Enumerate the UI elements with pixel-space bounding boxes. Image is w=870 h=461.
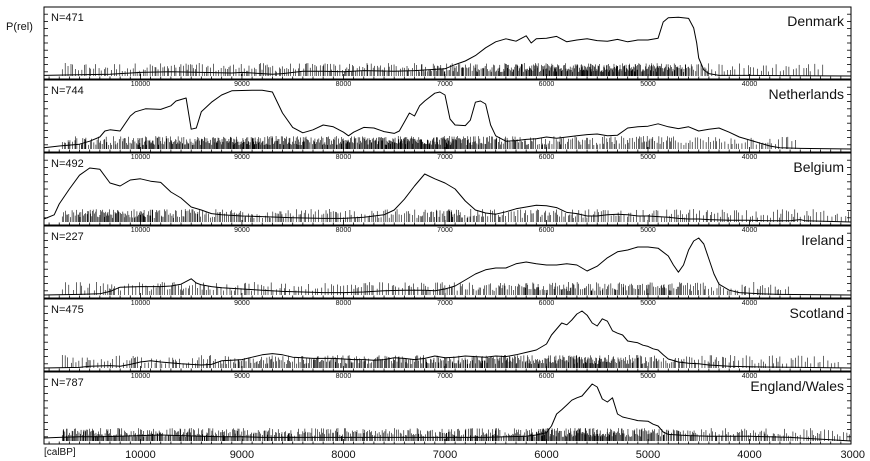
- inner-tick-label: 4000: [742, 227, 758, 234]
- inner-tick-label: 6000: [539, 227, 555, 234]
- bottom-tick-label: 6000: [534, 449, 558, 461]
- bottom-tick-label: 8000: [331, 449, 355, 461]
- panel-frame: [43, 225, 852, 299]
- inner-tick-label: 7000: [437, 300, 453, 307]
- inner-tick-label: 10000: [131, 227, 151, 234]
- inner-tick-label: 8000: [336, 300, 352, 307]
- panel-netherlands: N=744 Netherlands 10000 9000 8000 7000 6000 500…: [43, 79, 852, 161]
- bottom-tick-label: 9000: [230, 449, 254, 461]
- country-label: Denmark: [787, 13, 845, 29]
- inner-tick-label: 8000: [336, 154, 352, 161]
- inner-tick-label: 5000: [640, 227, 656, 234]
- bottom-x-axis: 10000 9000 8000 7000 6000 5000 4000 3000: [125, 449, 865, 461]
- panel-belgium: N=492 Belgium 10000 9000 8000 7000 6000 5000 400…: [43, 152, 852, 234]
- inner-tick-label: 4000: [742, 81, 758, 88]
- inner-tick-label: 5000: [640, 154, 656, 161]
- panel-england-wales: N=787 England/Wales: [43, 371, 852, 445]
- probability-curve: [43, 237, 852, 296]
- inner-tick-label: 7000: [437, 154, 453, 161]
- probability-curve: [43, 310, 852, 369]
- bottom-tick-label: 4000: [737, 449, 761, 461]
- inner-tick-label: 8000: [336, 373, 352, 380]
- sample-size-label: N=475: [51, 304, 84, 316]
- panel-scotland: N=475 Scotland 10000 9000 8000 7000 6000 5000 40…: [43, 298, 852, 380]
- bottom-tick-label: 10000: [125, 449, 156, 461]
- sample-size-label: N=787: [51, 377, 84, 389]
- inner-tick-label: 5000: [640, 373, 656, 380]
- sample-size-label: N=744: [51, 85, 84, 97]
- inner-tick-label: 6000: [539, 154, 555, 161]
- sample-size-label: N=471: [51, 12, 84, 24]
- country-label: Ireland: [801, 232, 844, 248]
- probability-curve: [43, 89, 852, 150]
- bottom-tick-label: 3000: [841, 449, 865, 461]
- panel-frame: [43, 371, 852, 445]
- inner-tick-label: 7000: [437, 81, 453, 88]
- panel-frame: [43, 152, 852, 226]
- inner-tick-label: 10000: [131, 300, 151, 307]
- panel-ireland: N=227 Ireland 10000 9000 8000 7000 6000 5000 400…: [43, 225, 852, 307]
- country-label: Netherlands: [769, 86, 845, 102]
- inner-tick-label: 7000: [437, 227, 453, 234]
- inner-tick-label: 9000: [234, 154, 250, 161]
- probability-curve: [43, 167, 852, 223]
- sample-size-label: N=227: [51, 231, 84, 243]
- panel-frame: [43, 298, 852, 372]
- inner-tick-label: 4000: [742, 373, 758, 380]
- panel-frame: [43, 79, 852, 153]
- inner-tick-label: 6000: [539, 300, 555, 307]
- inner-tick-label: 6000: [539, 373, 555, 380]
- inner-tick-label: 9000: [234, 373, 250, 380]
- sample-size-label: N=492: [51, 158, 84, 170]
- panel-denmark: N=471 Denmark 10000 9000 8000 7000 6000 5000 400…: [43, 6, 852, 88]
- inner-tick-label: 9000: [234, 81, 250, 88]
- inner-tick-label: 5000: [640, 81, 656, 88]
- x-axis-label: [calBP]: [44, 447, 76, 458]
- inner-tick-label: 4000: [742, 300, 758, 307]
- inner-tick-label: 9000: [234, 300, 250, 307]
- y-axis-label: P(rel): [6, 21, 33, 33]
- bottom-tick-label: 7000: [433, 449, 457, 461]
- country-label: England/Wales: [750, 378, 844, 394]
- inner-tick-label: 10000: [131, 154, 151, 161]
- inner-tick-label: 8000: [336, 81, 352, 88]
- inner-tick-label: 10000: [131, 373, 151, 380]
- inner-tick-label: 4000: [742, 154, 758, 161]
- inner-tick-label: 7000: [437, 373, 453, 380]
- inner-tick-label: 8000: [336, 227, 352, 234]
- country-label: Scotland: [790, 305, 844, 321]
- probability-curve: [43, 383, 852, 442]
- inner-tick-label: 5000: [640, 300, 656, 307]
- inner-tick-label: 10000: [131, 81, 151, 88]
- probability-curve: [43, 16, 852, 77]
- country-label: Belgium: [793, 159, 844, 175]
- inner-tick-label: 6000: [539, 81, 555, 88]
- inner-tick-label: 9000: [234, 227, 250, 234]
- panels: N=471 Denmark 10000 9000 8000 7000 6000 5000 400…: [43, 6, 852, 445]
- bottom-tick-label: 5000: [636, 449, 660, 461]
